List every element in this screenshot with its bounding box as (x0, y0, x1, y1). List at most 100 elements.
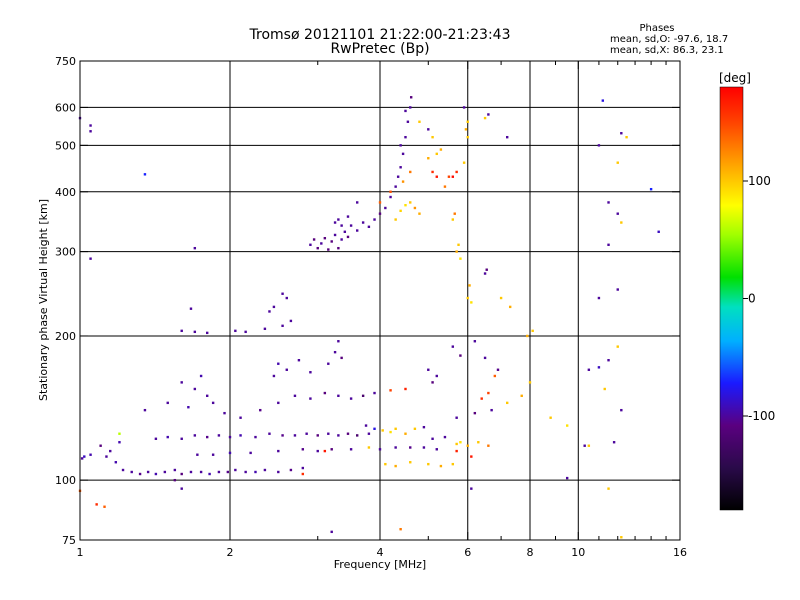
data-point (277, 449, 280, 453)
data-point (293, 434, 297, 437)
data-point (154, 472, 158, 476)
data-point (455, 449, 458, 453)
data-point (205, 331, 209, 335)
colorbar-ticks: 100 0 -100 (743, 174, 775, 423)
colorbar-tick-label: 100 (748, 174, 771, 188)
data-point (455, 170, 458, 174)
data-point (620, 536, 623, 539)
data-point (208, 472, 211, 476)
data-point (254, 470, 257, 474)
data-point (118, 432, 121, 435)
data-point (597, 366, 601, 369)
data-point (340, 356, 343, 360)
x-tick-label: 2 (227, 546, 234, 559)
data-point (455, 250, 458, 253)
x-tick-label: 6 (464, 546, 471, 559)
data-point (620, 132, 623, 135)
data-point (337, 218, 340, 221)
data-point (431, 135, 434, 139)
data-point (340, 224, 343, 227)
y-axis-label: Stationary phase Virtual Height [km] (37, 199, 50, 401)
data-point (281, 434, 284, 437)
data-point (427, 157, 430, 160)
data-point (607, 243, 610, 246)
data-point (196, 453, 199, 456)
data-point (343, 230, 347, 233)
x-tick-label: 4 (377, 546, 384, 559)
data-point (187, 406, 190, 409)
data-point (109, 449, 112, 453)
x-axis-label: Frequency [MHz] (334, 558, 426, 571)
data-point (89, 453, 92, 456)
data-point (355, 229, 359, 232)
data-point (565, 424, 569, 427)
data-point (616, 212, 619, 215)
data-point (228, 451, 232, 455)
y-tick-label: 600 (55, 101, 76, 114)
data-point (367, 225, 371, 229)
y-tick-label: 75 (62, 534, 76, 547)
data-point (549, 416, 552, 419)
data-point (381, 429, 384, 432)
data-point (327, 432, 330, 435)
data-point (320, 242, 323, 245)
data-point (180, 329, 183, 333)
data-point (228, 435, 232, 439)
data-point (118, 441, 121, 444)
data-point (409, 170, 412, 174)
data-point (399, 527, 402, 531)
data-point (173, 478, 177, 482)
data-point (316, 449, 319, 453)
data-point (447, 175, 451, 178)
data-point (531, 329, 534, 333)
data-point (268, 432, 271, 435)
data-point (483, 356, 487, 360)
data-point (435, 152, 438, 156)
colorbar-label: [deg] (719, 71, 751, 85)
data-point (394, 446, 397, 449)
data-point (389, 190, 392, 193)
data-point (565, 476, 569, 480)
data-point (349, 224, 353, 227)
data-point (455, 416, 458, 419)
data-point (189, 307, 193, 310)
data-point (226, 470, 230, 474)
data-point (349, 397, 353, 400)
data-point (355, 434, 359, 437)
data-point (616, 161, 619, 164)
data-point (473, 411, 477, 415)
data-point (431, 437, 434, 440)
data-point (508, 305, 512, 309)
data-point (330, 240, 333, 243)
data-point (249, 451, 252, 455)
data-point (193, 330, 197, 334)
data-point (466, 296, 469, 300)
data-point (268, 310, 271, 313)
data-point (205, 435, 209, 439)
data-point (163, 470, 167, 474)
data-point (277, 401, 280, 405)
data-point (333, 233, 337, 237)
data-point (526, 334, 529, 338)
data-point (490, 408, 493, 412)
data-point (309, 243, 312, 246)
data-point (464, 128, 468, 131)
data-point (83, 455, 86, 458)
y-tick-label: 100 (55, 474, 76, 487)
data-point (401, 152, 405, 156)
data-point (418, 212, 421, 215)
data-point (485, 268, 488, 271)
data-point (394, 427, 397, 431)
data-point (234, 468, 237, 472)
data-point (337, 394, 340, 398)
data-points (78, 96, 660, 539)
data-point (189, 470, 193, 474)
data-point (457, 243, 460, 246)
data-point (373, 218, 376, 221)
data-point (451, 218, 455, 221)
data-point (361, 394, 365, 398)
data-point (154, 437, 158, 440)
data-point (272, 374, 276, 378)
data-point (587, 368, 591, 371)
data-point (193, 246, 197, 250)
